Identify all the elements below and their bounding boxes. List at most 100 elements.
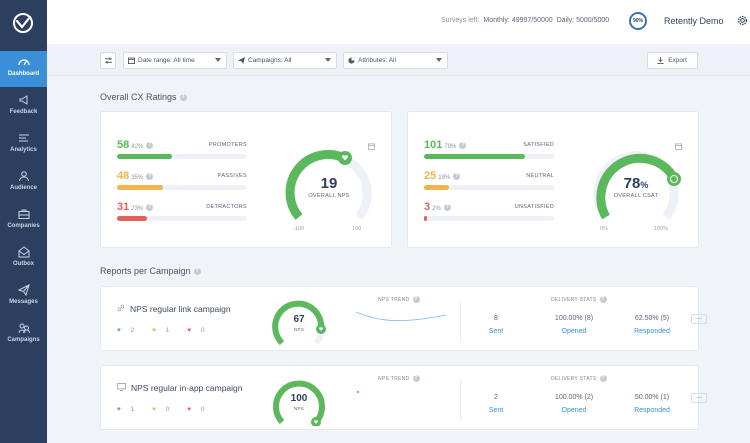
passives-count: 0 [165,406,170,413]
help-icon[interactable]: ? [412,296,420,303]
opened-link[interactable]: Opened [561,328,587,335]
sidebar-item-outbox[interactable]: Outbox [0,241,47,277]
calendar-icon[interactable] [368,143,375,150]
heart-icon [318,327,324,331]
sent-value: 8 [494,315,498,322]
satisfied-bar-fill [424,154,526,159]
campaign-row[interactable]: NPS regular in-app campaign ♥ 1 ♥ 0 ♥ 0 … [100,365,707,430]
campaign-name[interactable]: NPS regular link campaign [130,304,231,314]
passives-pct: 35% [131,175,144,181]
chevron-down-icon [215,58,221,62]
sidebar-item-feedback[interactable]: Feedback [0,89,47,125]
nps-trend-label: NPS TREND? [378,296,420,303]
campaign-reactions: ♥ 1 ♥ 0 ♥ 0 [117,406,221,413]
detractors-metric: 31 23%? DETRACTORS [117,201,247,221]
satisfied-pct: 78% [444,144,457,150]
more-options-button[interactable]: ... [691,314,707,324]
help-icon[interactable]: ? [459,142,467,150]
briefcase-icon [18,209,29,219]
smiley-icon [670,175,678,183]
sidebar-item-label: Analytics [10,147,37,153]
responded-link[interactable]: Responded [634,328,670,335]
help-icon[interactable]: ? [146,173,154,181]
account-name[interactable]: Retently Demo [664,16,724,26]
promoters-count: 58 [117,139,130,151]
satisfied-count: 101 [424,139,443,151]
sidebar-item-audience[interactable]: Audience [0,165,47,201]
heart-icon: ♥ [117,327,121,334]
csat-score: 78 [623,175,641,192]
csat-max-tick: 100% [654,226,669,232]
sidebar-item-companies[interactable]: Companies [0,203,47,239]
campaigns-dropdown[interactable]: Campaigns: All [233,52,337,69]
sent-link[interactable]: Sent [488,407,504,414]
sidebar-item-label: Messages [9,299,38,305]
detractors-label: DETRACTORS [206,204,247,210]
nps-min-tick: -100 [293,226,305,232]
chevron-down-icon [436,58,442,62]
help-icon[interactable]: ? [179,94,187,102]
heart-icon: ♥ [152,406,156,413]
sidebar: Dashboard Feedback Analytics Audience Co… [0,0,47,443]
sent-link[interactable]: Sent [488,328,504,335]
nps-card: 58 42%? PROMOTERS 48 35%? PASSIVES 31 23%? … [100,111,392,248]
sidebar-item-label: Campaigns [7,337,40,343]
delivery-stats-label: DELIVERY STATS? [551,296,607,303]
help-icon[interactable]: ? [146,142,154,150]
gear-icon[interactable] [737,15,748,26]
sidebar-item-campaigns[interactable]: Campaigns [0,317,47,353]
heart-icon [313,420,319,424]
nps-trend-sparkline [356,311,446,322]
export-button[interactable]: Export [647,52,698,69]
calendar-icon [128,57,135,64]
satisfied-metric: 101 78%? SATISFIED [424,139,554,159]
csat-score-label: OVERALL CSAT [613,193,659,199]
unsatisfied-metric: 3 2%? UNSATISFIED [424,201,554,221]
passives-bar-fill [117,185,163,190]
sidebar-item-analytics[interactable]: Analytics [0,127,47,163]
filter-settings-button[interactable] [100,52,116,69]
nps-score: 19 [320,175,338,192]
help-icon[interactable]: ? [599,375,607,382]
campaign-row[interactable]: NPS regular link campaign ♥ 2 ♥ 1 ♥ 0 67… [100,286,707,351]
opened-stat: 100.00% (2) Opened [539,394,609,414]
divider [460,301,461,341]
sidebar-item-label: Audience [9,185,37,191]
help-icon[interactable]: ? [453,173,461,181]
help-icon[interactable]: ? [412,375,420,382]
opened-stat: 100.00% (8) Opened [539,315,609,335]
unsatisfied-label: UNSATISFIED [514,204,554,210]
help-icon[interactable]: ? [443,204,451,212]
sidebar-item-dashboard[interactable]: Dashboard [0,51,47,87]
retently-logo-icon[interactable] [11,12,35,34]
responded-value: 62.50% (5) [634,315,670,322]
heart-icon: ♥ [152,327,156,334]
more-options-button[interactable]: ... [691,393,707,403]
responded-value: 50.00% (1) [634,394,670,401]
audience-icon [18,171,29,182]
campaign-name[interactable]: NPS regular in-app campaign [131,383,243,393]
opened-link[interactable]: Opened [561,407,587,414]
attributes-dropdown[interactable]: Attributes: All [343,52,448,69]
sent-value: 2 [494,394,498,401]
download-icon [657,57,664,64]
reports-title: Reports per Campaign? [100,266,201,276]
unsatisfied-pct: 2% [432,206,441,212]
calendar-icon[interactable] [675,143,682,150]
usage-percent-badge: 90% [629,12,647,30]
detractors-pct: 23% [131,206,144,212]
sidebar-item-messages[interactable]: Messages [0,279,47,315]
help-icon[interactable]: ? [599,296,607,303]
satisfied-bar [424,154,554,159]
heart-icon: ♥ [187,327,192,334]
chevron-down-icon [325,58,331,62]
date-range-dropdown[interactable]: Date range: All time [123,52,227,69]
daily-label: Daily: [556,17,575,24]
campaign-nps-label: NPS [293,327,305,332]
help-icon[interactable]: ? [146,204,154,212]
help-icon[interactable]: ? [193,268,201,276]
sent-stat: 8 Sent [461,315,531,335]
campaigns-label: Campaigns: All [248,57,292,64]
dashboard-icon [17,59,30,66]
responded-link[interactable]: Responded [634,407,670,414]
